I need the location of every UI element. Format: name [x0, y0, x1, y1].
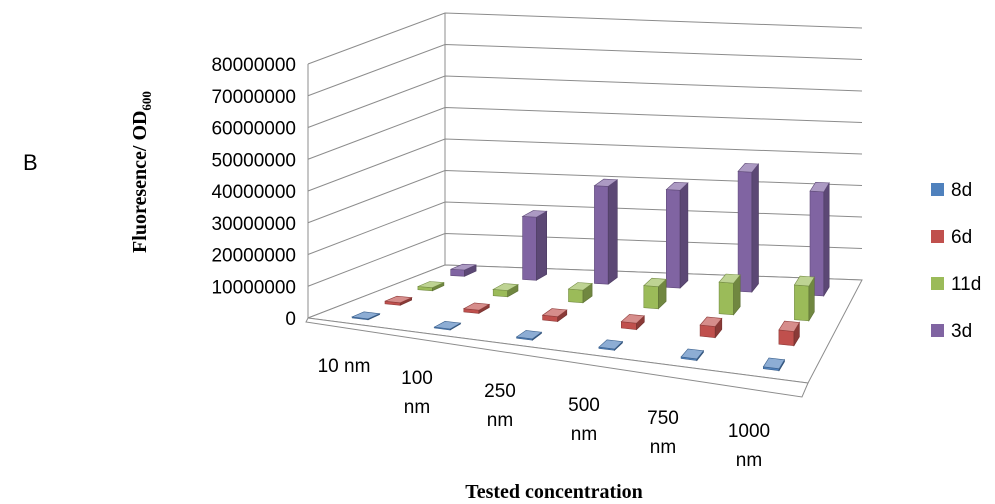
bar-side [751, 163, 759, 293]
bar-top [762, 357, 785, 370]
legend-swatch [931, 183, 944, 196]
bar-top [492, 283, 519, 291]
bar-top [567, 282, 593, 291]
bar-top [680, 348, 705, 360]
x-axis-title: Tested concentration [465, 481, 643, 503]
gridline [307, 201, 863, 255]
bar-top [351, 311, 381, 320]
bar-front [778, 329, 795, 347]
legend-label: 11d [951, 274, 981, 295]
bar-top [699, 316, 723, 327]
legend-swatch [931, 230, 944, 243]
bar-top [521, 210, 548, 218]
legend-label: 8d [951, 180, 972, 201]
y-axis-title: Fluoresence/ OD600 [129, 91, 154, 253]
y-tick-label: 60000000 [211, 119, 296, 140]
bar-side [679, 182, 689, 289]
bar-top [515, 330, 543, 340]
bar-top [417, 281, 445, 289]
x-tick-label: 750 nm [647, 408, 679, 458]
gridline [307, 138, 863, 192]
bar-top [793, 275, 815, 287]
bar-top [541, 308, 568, 318]
y-tick-label: 30000000 [211, 214, 296, 235]
bar-top [450, 263, 477, 271]
bar-side [607, 179, 618, 285]
y-tick-label: 20000000 [211, 246, 296, 267]
y-tick-label: 0 [285, 309, 296, 330]
bar-top [384, 295, 413, 304]
legend-label: 6d [951, 227, 972, 248]
bar-front [643, 285, 659, 310]
legend-swatch [931, 277, 944, 290]
bar-top [778, 320, 800, 332]
bar-front [699, 324, 716, 339]
legend-swatch [931, 324, 944, 337]
x-tick-label: 100 nm [401, 368, 433, 418]
bar-top [718, 273, 741, 284]
x-tick-label: 500 nm [568, 395, 600, 445]
bar-top [665, 181, 689, 191]
bar-top [643, 277, 667, 288]
bar-front [522, 216, 537, 281]
gridline [307, 169, 863, 224]
bar-front [665, 189, 681, 289]
x-tick-label: 10 nm [318, 356, 371, 377]
bar-side [536, 210, 548, 281]
y-tick-label: 50000000 [211, 150, 296, 171]
y-tick-label: 80000000 [211, 55, 296, 76]
bar-front [450, 268, 465, 277]
panel-label: B [23, 150, 38, 175]
bar-top [737, 163, 760, 173]
y-tick-label: 70000000 [211, 87, 296, 108]
x-tick-label: 1000 nm [728, 421, 770, 471]
x-tick-label: 250 nm [484, 381, 516, 431]
y-tick-label: 40000000 [211, 182, 296, 203]
bar-top [620, 314, 645, 324]
bar-front [794, 284, 810, 322]
bar-top [593, 178, 619, 187]
bar-top [598, 339, 624, 350]
bar-front [594, 185, 609, 285]
bar-front [718, 281, 734, 316]
bar-side [823, 181, 830, 297]
bar-top [462, 302, 491, 311]
bar-front [568, 288, 584, 304]
bar-top [809, 181, 830, 193]
bar-front [737, 171, 753, 293]
y-tick-label: 10000000 [211, 277, 296, 298]
bar-top [433, 320, 462, 330]
legend-label: 3d [951, 321, 972, 342]
floor-edge [305, 317, 809, 398]
